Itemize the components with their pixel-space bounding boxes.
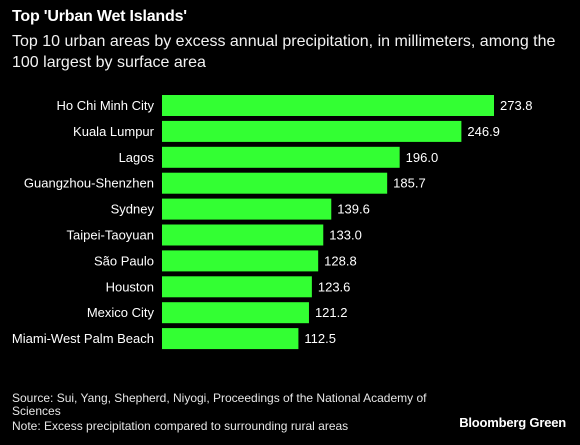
value-label: 246.9: [467, 124, 500, 139]
value-label: 185.7: [393, 176, 426, 191]
category-label: Houston: [106, 279, 154, 294]
bar: [162, 224, 324, 246]
value-label: 112.5: [304, 331, 336, 346]
value-label: 128.8: [324, 253, 357, 268]
value-label: 273.8: [500, 98, 533, 113]
bar: [162, 172, 388, 194]
chart-subtitle: Top 10 urban areas by excess annual prec…: [12, 33, 556, 71]
bar-chart: Ho Chi Minh City 273.8 Kuala Lumpur 246.9 La…: [12, 95, 533, 350]
source-note: Source: Sui, Yang, Shepherd, Niyogi, Pro…: [12, 391, 427, 418]
bar: [162, 328, 299, 350]
value-label: 123.6: [318, 279, 351, 294]
bar: [162, 198, 332, 220]
bar: [162, 250, 319, 272]
category-label: Ho Chi Minh City: [56, 98, 154, 113]
bar: [162, 95, 494, 116]
bar: [162, 120, 462, 142]
category-label: Sydney: [111, 202, 155, 217]
category-label: Lagos: [119, 150, 155, 165]
bar: [162, 146, 400, 168]
category-label: Guangzhou-Shenzhen: [24, 176, 154, 191]
category-label: Mexico City: [87, 305, 155, 320]
category-label: Kuala Lumpur: [73, 124, 155, 139]
category-label: São Paulo: [94, 253, 154, 268]
bar: [162, 302, 309, 324]
footnote: Note: Excess precipitation compared to s…: [12, 419, 349, 433]
value-label: 121.2: [315, 305, 348, 320]
value-label: 133.0: [329, 228, 362, 243]
category-label: Taipei-Taoyuan: [67, 228, 154, 243]
value-label: 196.0: [406, 150, 439, 165]
category-label: Miami-West Palm Beach: [12, 331, 154, 346]
brand-logo: Bloomberg Green: [459, 415, 566, 430]
value-label: 139.6: [337, 202, 370, 217]
chart-title: Top 'Urban Wet Islands': [12, 8, 187, 25]
bar: [162, 276, 312, 298]
